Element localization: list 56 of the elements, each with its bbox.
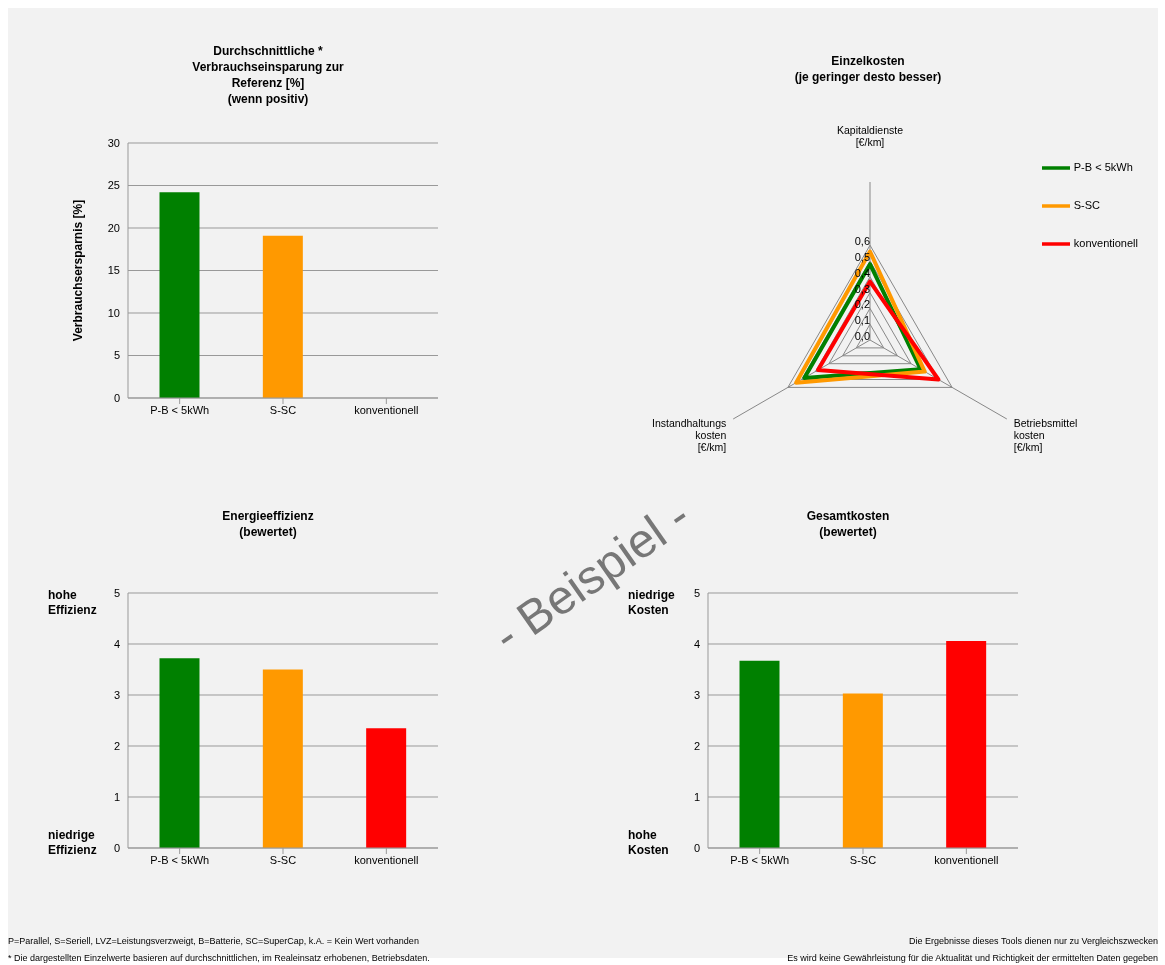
- chart-title: Einzelkosten (je geringer desto besser): [793, 53, 943, 85]
- chart-title: Gesamtkosten (bewertet): [806, 509, 890, 539]
- chart-title: Energieeffizienz (bewertet): [221, 508, 315, 540]
- x-tick-label: S-SC: [269, 403, 297, 416]
- y-tick-label: 20: [107, 221, 120, 234]
- y-tick-label: 2: [693, 739, 700, 752]
- y-tick-label: 0: [113, 391, 120, 404]
- y-tick-label: 1: [113, 790, 120, 803]
- bar: [366, 728, 407, 848]
- bar: [946, 640, 987, 848]
- bar: [842, 693, 883, 848]
- y-tick-label: 0,1: [854, 314, 870, 327]
- x-tick-label: P-B < 5kWh: [150, 853, 210, 866]
- text: P=Parallel, S=Seriell, LVZ=Leistungsverzweigt, B=Batterie, SC=SuperCap, k.A. = Kein Wert vorhanden: [8, 936, 419, 946]
- bar: [739, 660, 780, 848]
- text: Die Ergebnisse dieses Tools dienen nur zu Vergleichszwecken: [909, 936, 1158, 946]
- y-tick-label: 5: [113, 586, 120, 599]
- y-tick-label: 5: [113, 349, 120, 362]
- x-tick-label: konventionell: [934, 853, 999, 866]
- y-tick-label: 1: [693, 790, 700, 803]
- chart-title: Durchschnittliche * Verbrauchseinsparung zur Referenz [%] (wenn positiv): [191, 43, 345, 107]
- y-tick-label: 0,0: [854, 330, 870, 342]
- text: hohe Kosten: [628, 828, 669, 858]
- y-tick-label: 0: [113, 841, 120, 854]
- legend-label: S-SC: [1073, 199, 1101, 211]
- bar: [159, 658, 200, 848]
- y-tick-label: 3: [113, 688, 120, 701]
- y-tick-label: 0: [693, 841, 700, 854]
- y-tick-label: 25: [107, 179, 120, 192]
- y-axis-title: Verbrauchsersparnis [%]: [71, 199, 86, 342]
- y-tick-label: 15: [107, 264, 120, 277]
- x-tick-label: P-B < 5kWh: [730, 853, 790, 866]
- x-tick-label: konventionell: [354, 853, 419, 866]
- y-tick-label: 2: [113, 739, 120, 752]
- spoke-label: Betriebsmittel kosten [€/km]: [1013, 417, 1078, 453]
- legend-label: konventionell: [1073, 237, 1138, 249]
- spoke-label: Instandhaltungs kosten [€/km]: [652, 417, 727, 453]
- text: hohe Effizienz: [48, 588, 97, 618]
- y-tick-label: 4: [113, 637, 120, 650]
- y-tick-label: 0,6: [854, 235, 870, 248]
- text: * Die dargestellten Einzelwerte basieren auf durchschnittlichen, im Realeinsatz erhobenen, Betriebsdaten.: [8, 953, 430, 963]
- legend-label: P-B < 5kWh: [1073, 161, 1133, 173]
- text: Es wird keine Gewährleistung für die Aktualität und Richtigkeit der ermittelten Daten gegeben: [787, 953, 1158, 963]
- y-tick-label: 4: [693, 637, 700, 650]
- x-tick-label: S-SC: [269, 853, 297, 866]
- bar: [262, 669, 303, 848]
- y-tick-label: 3: [693, 688, 700, 701]
- y-tick-label: 5: [693, 586, 700, 599]
- y-tick-label: 30: [107, 136, 120, 149]
- x-tick-label: S-SC: [849, 853, 877, 866]
- x-tick-label: konventionell: [354, 403, 419, 416]
- y-tick-label: 0,4: [854, 266, 870, 279]
- spoke-label: Kapitaldienste [€/km]: [837, 124, 904, 148]
- text: niedrige Effizienz: [48, 828, 97, 858]
- y-tick-label: 10: [107, 306, 120, 319]
- x-tick-label: P-B < 5kWh: [150, 403, 210, 416]
